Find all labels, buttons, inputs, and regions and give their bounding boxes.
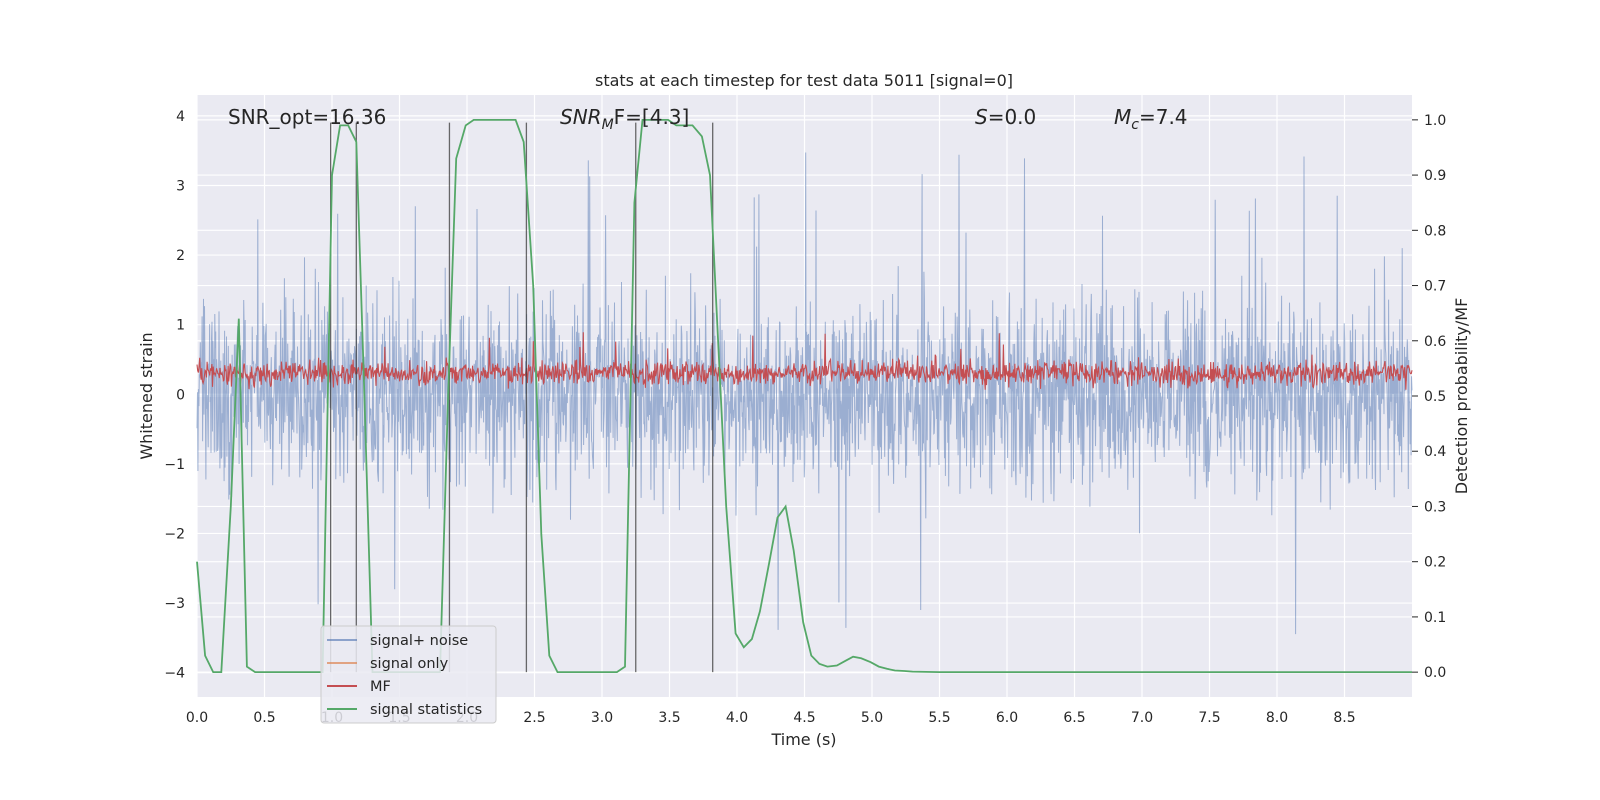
left-y-tick-label: −2 xyxy=(164,526,185,542)
x-tick-label: 3.0 xyxy=(591,710,613,726)
right-y-tick-label: 0.4 xyxy=(1424,444,1446,460)
left-y-tick-label: −4 xyxy=(164,666,185,682)
x-tick-label: 8.0 xyxy=(1266,710,1288,726)
annotation-snr-mf: SNRMF=[4.3] xyxy=(560,105,689,133)
left-y-axis-ticks: 4 3 2 1 0 −1 −2 −3 −4 xyxy=(164,109,185,682)
snr-mf-rest: F=[4.3] xyxy=(614,105,690,129)
left-y-tick-label: −1 xyxy=(164,457,185,473)
right-y-tick-label: 0.5 xyxy=(1424,389,1446,405)
x-tick-label: 2.5 xyxy=(523,710,545,726)
x-tick-label: 6.5 xyxy=(1063,710,1085,726)
legend-box xyxy=(320,625,497,724)
annotation-snr-opt: SNR_opt=16.36 xyxy=(228,105,386,129)
left-y-tick-label: 1 xyxy=(176,318,185,334)
right-y-tick-label: 1.0 xyxy=(1424,113,1446,129)
x-tick-label: 4.5 xyxy=(793,710,815,726)
mc-rest: =7.4 xyxy=(1139,105,1188,129)
snr-mf-main: SNR xyxy=(560,105,602,129)
x-tick-label: 5.5 xyxy=(928,710,950,726)
legend-label-signal-only: signal only xyxy=(370,656,449,672)
annotation-s: S=0.0 xyxy=(975,105,1036,129)
right-y-tick-label: 0.0 xyxy=(1424,665,1446,681)
right-y-tick-label: 0.8 xyxy=(1424,223,1446,239)
legend-label-mf: MF xyxy=(370,679,391,695)
legend-label-signal-statistics: signal statistics xyxy=(370,702,482,718)
right-y-tick-label: 0.9 xyxy=(1424,168,1446,184)
mf-line xyxy=(196,332,1413,390)
mc-sub: c xyxy=(1131,117,1139,133)
x-tick-label: 4.0 xyxy=(726,710,748,726)
x-tick-label: 7.5 xyxy=(1198,710,1220,726)
x-tick-label: 7.0 xyxy=(1131,710,1153,726)
annotation-mc: Mc=7.4 xyxy=(1114,105,1188,133)
left-y-tick-label: 0 xyxy=(176,387,185,403)
right-y-tick-label: 0.1 xyxy=(1424,610,1446,626)
x-tick-label: 5.0 xyxy=(861,710,883,726)
right-y-tick-label: 0.3 xyxy=(1424,499,1446,515)
s-main: S xyxy=(975,105,988,129)
x-tick-label: 0.5 xyxy=(253,710,275,726)
mf-series xyxy=(196,332,1413,390)
signal-noise-series xyxy=(196,152,1413,635)
mc-main: M xyxy=(1114,105,1131,129)
legend: signal+ noise signal only MF signal stat… xyxy=(320,625,497,724)
legend-label-signal-noise: signal+ noise xyxy=(370,633,468,649)
left-y-tick-label: 3 xyxy=(176,178,185,194)
left-y-tick-label: 2 xyxy=(176,248,185,264)
right-y-axis-ticks: 1.0 0.9 0.8 0.7 0.6 0.5 0.4 0.3 0.2 0.1 0.0 xyxy=(1412,113,1446,681)
x-tick-label: 8.5 xyxy=(1333,710,1355,726)
x-tick-label: 3.5 xyxy=(658,710,680,726)
x-tick-label: 6.0 xyxy=(996,710,1018,726)
snr-mf-sub: M xyxy=(602,117,614,133)
chart-title: stats at each timestep for test data 501… xyxy=(595,71,1013,90)
right-y-tick-label: 0.6 xyxy=(1424,334,1446,350)
left-y-tick-label: −3 xyxy=(164,596,185,612)
right-y-tick-label: 0.7 xyxy=(1424,279,1446,295)
left-y-tick-label: 4 xyxy=(176,109,185,125)
right-y-tick-label: 0.2 xyxy=(1424,555,1446,571)
right-y-axis-label: Detection probability/MF xyxy=(1452,298,1471,495)
signal-noise-line xyxy=(196,152,1413,635)
s-rest: =0.0 xyxy=(988,105,1037,129)
x-axis-label: Time (s) xyxy=(770,730,836,749)
left-y-axis-label: Whitened strain xyxy=(137,332,156,459)
x-tick-label: 0.0 xyxy=(186,710,208,726)
